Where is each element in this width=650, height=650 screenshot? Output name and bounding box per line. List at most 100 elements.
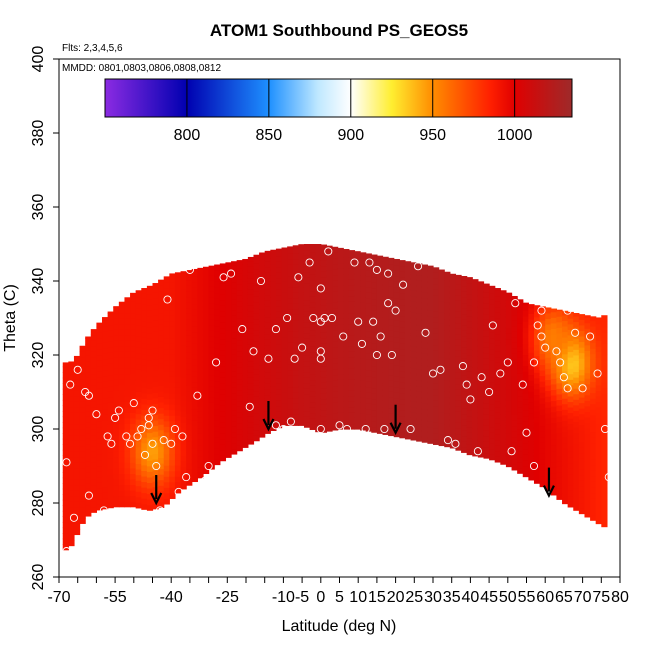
heatmap-cell <box>214 292 221 299</box>
heatmap-cell <box>337 351 344 358</box>
heatmap-cell <box>371 321 378 328</box>
heatmap-cell <box>522 302 529 306</box>
heatmap-cell <box>376 399 384 407</box>
heatmap-cell <box>584 444 591 451</box>
heatmap-cell <box>242 258 249 265</box>
heatmap-cell <box>590 342 597 349</box>
heatmap-cell <box>169 315 176 322</box>
heatmap-cell <box>169 404 176 411</box>
heatmap-cell <box>292 364 299 371</box>
heatmap-cell <box>214 392 221 399</box>
heatmap-cell <box>214 281 221 288</box>
heatmap-cell <box>253 407 260 414</box>
heatmap-cell <box>141 459 148 466</box>
heatmap-cell <box>382 362 389 369</box>
heatmap-cell <box>578 358 586 365</box>
heatmap-cell <box>500 403 507 410</box>
heatmap-cell <box>382 395 389 402</box>
heatmap-cell <box>102 503 109 510</box>
heatmap-cell <box>214 320 221 327</box>
heatmap-cell <box>320 382 328 389</box>
heatmap-cell <box>247 283 255 290</box>
heatmap-cell <box>135 385 142 392</box>
heatmap-cell <box>163 476 170 483</box>
sample-point <box>84 391 93 400</box>
heatmap-cell <box>163 442 170 450</box>
heatmap-cell <box>393 336 400 343</box>
heatmap-cell <box>348 417 356 425</box>
heatmap-cell <box>309 268 316 275</box>
heatmap-cell <box>270 358 277 365</box>
heatmap-cell <box>455 274 462 279</box>
heatmap-cell <box>287 319 294 326</box>
heatmap-cell <box>113 351 120 358</box>
heatmap-cell <box>62 449 69 456</box>
heatmap-cell <box>309 390 316 397</box>
heatmap-cell <box>219 332 227 340</box>
heatmap-cell <box>236 433 243 441</box>
heatmap-cell <box>399 287 406 294</box>
heatmap-cell <box>292 330 299 338</box>
sample-point <box>103 432 112 441</box>
heatmap-cell <box>421 308 428 316</box>
heatmap-cell <box>141 288 148 294</box>
heatmap-cell <box>556 443 563 450</box>
heatmap-cell <box>186 479 193 486</box>
heatmap-cell <box>85 449 92 456</box>
heatmap-cell <box>472 311 479 318</box>
heatmap-cell <box>472 439 479 446</box>
heatmap-cell <box>444 368 451 376</box>
heatmap-cell <box>449 342 457 349</box>
heatmap-cell <box>253 435 260 442</box>
heatmap-cell <box>236 406 243 413</box>
heatmap-cell <box>191 409 198 416</box>
heatmap-cell <box>281 308 288 315</box>
heatmap-cell <box>298 419 305 426</box>
heatmap-cell <box>270 352 277 359</box>
heatmap-cell <box>79 412 86 419</box>
heatmap-cell <box>141 392 148 399</box>
heatmap-cell <box>163 304 170 311</box>
heatmap-cell <box>130 440 137 447</box>
heatmap-cell <box>219 344 227 351</box>
heatmap-cell <box>73 528 81 536</box>
heatmap-cell <box>247 388 255 395</box>
heatmap-cell <box>320 244 328 250</box>
heatmap-cell <box>315 409 322 416</box>
heatmap-cell <box>292 336 299 343</box>
heatmap-cell <box>550 361 558 368</box>
heatmap-cell <box>494 450 501 457</box>
heatmap-cell <box>163 348 170 355</box>
heatmap-cell <box>186 357 193 364</box>
heatmap-cell <box>62 383 69 390</box>
heatmap-cell <box>477 451 485 458</box>
heatmap-cell <box>96 354 103 361</box>
heatmap-cell <box>416 291 423 298</box>
heatmap-cell <box>449 375 457 382</box>
heatmap-cell <box>85 421 92 428</box>
heatmap-cell <box>146 454 154 461</box>
heatmap-cell <box>73 355 81 358</box>
sample-point <box>477 373 486 382</box>
heatmap-cell <box>539 469 546 477</box>
heatmap-cell <box>298 247 305 254</box>
heatmap-cell <box>102 475 109 482</box>
heatmap-cell <box>388 424 395 431</box>
heatmap-cell <box>202 417 210 425</box>
heatmap-cell <box>348 423 356 430</box>
sample-point <box>324 247 333 256</box>
heatmap-cell <box>455 444 462 451</box>
heatmap-cell <box>73 467 81 474</box>
heatmap-cell <box>152 503 159 510</box>
heatmap-cell <box>522 365 529 372</box>
sample-point <box>316 284 325 293</box>
heatmap-cell <box>281 414 288 421</box>
heatmap-cell <box>444 291 451 298</box>
heatmap-cell <box>494 300 501 308</box>
sample-point <box>335 421 344 430</box>
heatmap-cell <box>275 372 283 379</box>
heatmap-cell <box>421 314 428 321</box>
heatmap-cell <box>90 367 97 375</box>
heatmap-cell <box>158 346 165 353</box>
heatmap-cell <box>539 408 546 415</box>
